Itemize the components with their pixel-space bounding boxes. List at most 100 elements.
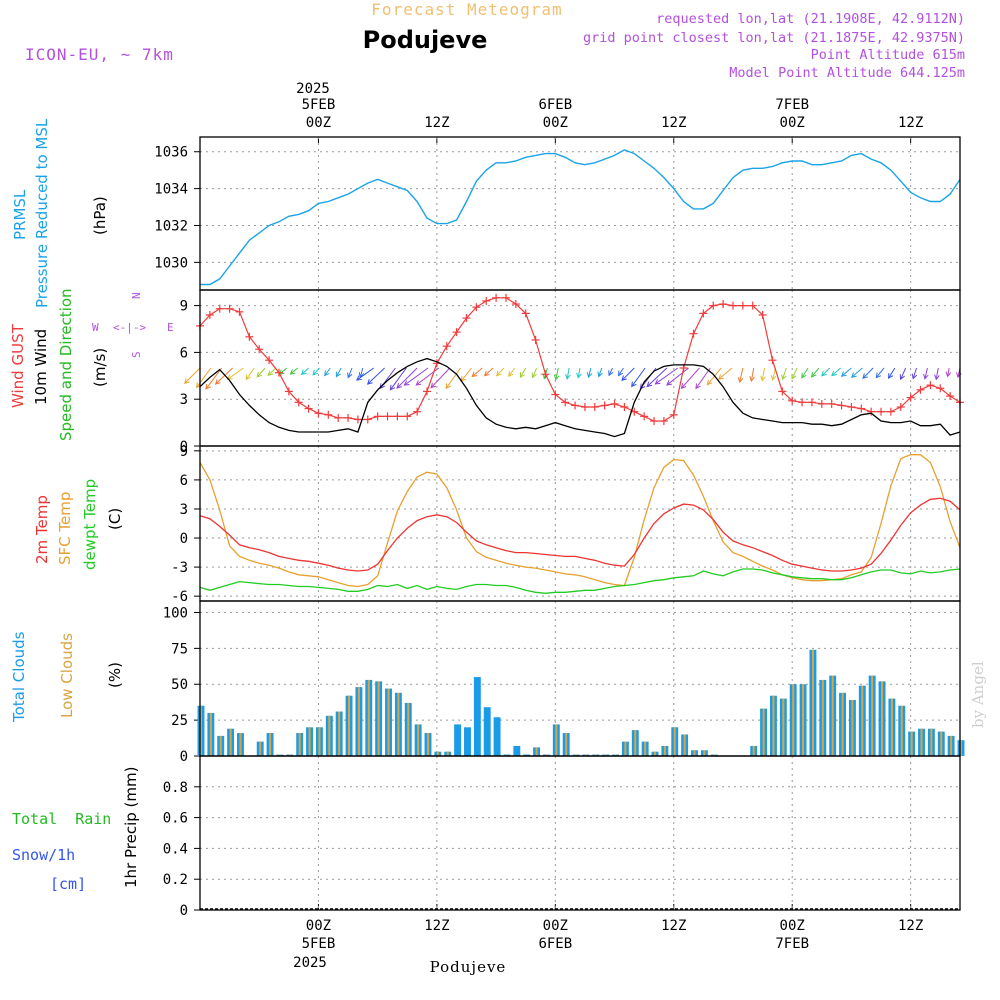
low-cloud-bar	[821, 679, 824, 756]
model-label: ICON-EU, ~ 7km	[25, 45, 174, 64]
wind-arrow	[415, 367, 440, 386]
wind-arrow-head	[445, 383, 451, 390]
label-prmsl-unit: (hPa)	[91, 196, 109, 235]
total-cloud-bar	[454, 724, 462, 756]
temp-dewpt-line	[199, 568, 961, 594]
low-cloud-bar	[387, 688, 390, 756]
low-cloud-bar	[880, 681, 884, 756]
low-cloud-bar	[446, 751, 449, 756]
wind-arrow-head	[810, 371, 817, 378]
wind-arrow-head	[205, 383, 211, 390]
wind-arrow	[900, 367, 907, 380]
y-tick-label: 0	[180, 439, 188, 455]
wind-arrow	[484, 367, 494, 377]
wind-arrow	[215, 367, 233, 385]
wind-arrow-head	[300, 369, 307, 376]
wind-arrow-head	[621, 375, 627, 382]
wind-arrow	[875, 367, 885, 378]
wind-arrow	[588, 367, 592, 378]
y-tick-label: 1036	[154, 145, 188, 161]
wind-arrow-head	[495, 370, 502, 377]
wind-arrow-head	[801, 372, 807, 379]
low-cloud-bar	[357, 687, 360, 756]
gridpoint-lonlat: grid point closest lon,lat (21.1875E, 42…	[583, 30, 965, 46]
top-tick-label: 12Z	[661, 115, 686, 131]
wind-arrow	[312, 367, 320, 376]
wind-arrow-head	[226, 374, 233, 380]
wind-direction-arrows	[184, 367, 962, 391]
bottom-tick-label: 12Z	[424, 918, 449, 934]
wind-arrow	[761, 367, 766, 381]
wind-arrow-head	[347, 372, 353, 379]
y-tick-label: 0	[180, 903, 188, 919]
wind-arrow-head	[508, 371, 514, 377]
wind-arrow-head	[415, 380, 422, 386]
wind-arrow	[666, 367, 689, 386]
wind-arrow	[791, 367, 798, 379]
wind-arrow	[347, 367, 353, 378]
low-cloud-bar	[683, 734, 686, 756]
total-cloud-bar	[464, 727, 471, 756]
wind-arrow-head	[617, 370, 624, 377]
wind-arrow-head	[471, 371, 478, 378]
wind-arrow	[912, 367, 918, 379]
low-cloud-bar	[269, 733, 272, 756]
low-cloud-bar	[308, 727, 311, 756]
wind-arrow-head	[706, 379, 713, 386]
top-year: 2025	[296, 81, 330, 97]
wind-arrow-head	[840, 371, 847, 377]
low-cloud-bar	[604, 754, 607, 756]
label-temp-dew: dewpt Temp	[81, 479, 99, 570]
wind-arrow-head	[760, 375, 766, 382]
wind-arrow-head	[646, 381, 653, 388]
y-tick-label: 0.6	[163, 811, 188, 827]
wind-arrow	[811, 367, 820, 378]
low-cloud-bar	[367, 679, 370, 756]
compass-s: S	[130, 351, 143, 358]
label-temp-2m: 2m Temp	[33, 495, 51, 564]
low-cloud-bar	[328, 715, 331, 756]
total-cloud-bar	[523, 754, 531, 756]
low-cloud-bar	[920, 728, 923, 756]
bottom-date-label: 7FEB	[775, 936, 809, 952]
low-cloud-bar	[575, 754, 578, 756]
low-cloud-bar	[535, 747, 538, 756]
wind-10m-line	[199, 357, 961, 438]
compass-rose: N S W E <-|->	[92, 292, 174, 358]
wind-arrow	[621, 367, 635, 381]
low-cloud-bar	[871, 675, 874, 756]
low-cloud-bar	[436, 751, 439, 756]
label-prmsl: PRMSL	[11, 189, 29, 240]
label-wind-10m: 10m Wind	[32, 329, 50, 405]
wind-arrow	[279, 367, 288, 375]
low-cloud-bar	[565, 733, 568, 756]
low-cloud-bar	[338, 711, 341, 756]
wind-arrow	[801, 367, 809, 378]
low-cloud-bar	[288, 754, 291, 756]
wind-arrow-head	[911, 373, 918, 380]
y-tick-label: 0.4	[163, 841, 188, 857]
label-cloud-unit: (%)	[106, 662, 124, 688]
compass-h: <-|->	[113, 321, 146, 334]
wind-arrow	[608, 367, 614, 376]
total-cloud-bar	[513, 745, 521, 756]
requested-lonlat: requested lon,lat (21.1908E, 42.9112N)	[656, 11, 965, 27]
top-date-label: 5FEB	[302, 97, 336, 113]
wind-arrow-head	[608, 370, 614, 377]
footer-station: Podujeve	[430, 958, 507, 976]
wind-arrow-head	[335, 371, 341, 378]
low-cloud-bar	[693, 750, 696, 756]
page-title: Podujeve	[363, 26, 488, 54]
wind-arrow	[301, 367, 309, 375]
y-tick-label: 1034	[154, 182, 188, 198]
low-cloud-bar	[298, 733, 301, 756]
low-cloud-bar	[377, 681, 380, 756]
wind-arrow	[471, 367, 483, 377]
y-tick-label: 6	[180, 473, 188, 489]
top-date-label: 7FEB	[775, 97, 809, 113]
label-low-clouds: Low Clouds	[58, 633, 76, 718]
y-tick-label: -3	[171, 560, 188, 576]
low-cloud-bar	[861, 685, 864, 756]
wind-arrow	[359, 367, 364, 378]
